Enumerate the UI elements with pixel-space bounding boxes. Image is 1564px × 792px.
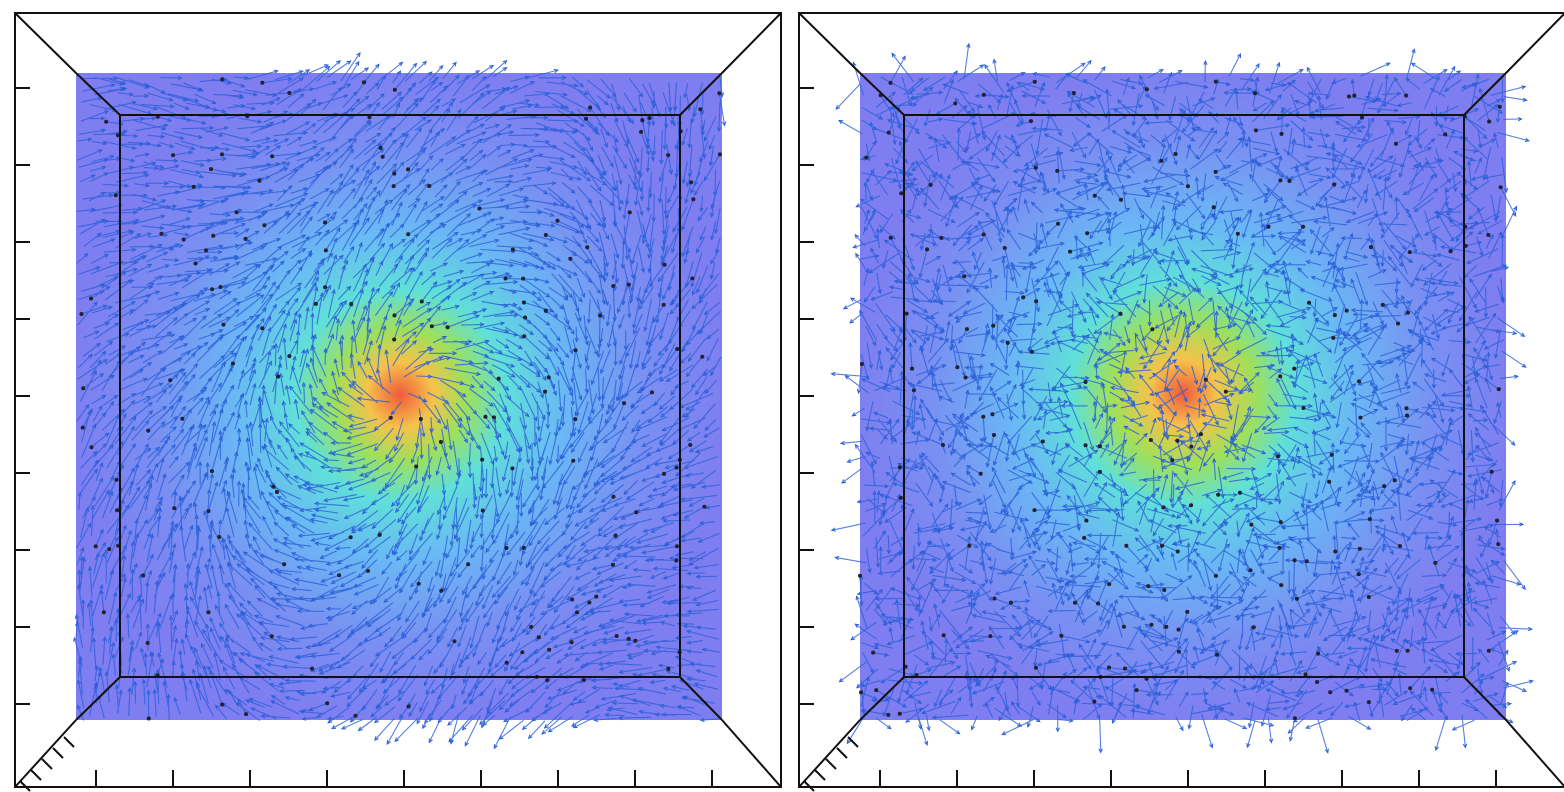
- box-edge: [722, 720, 781, 787]
- field-face: [860, 73, 1506, 720]
- tick: [815, 770, 825, 780]
- box-edge: [1506, 720, 1564, 787]
- box-edge: [15, 720, 76, 787]
- box-edge: [15, 13, 76, 73]
- tick: [837, 748, 847, 758]
- tick: [42, 759, 52, 769]
- panel: [799, 13, 1564, 791]
- tick: [64, 737, 74, 747]
- tick: [31, 770, 41, 780]
- box-edge: [799, 13, 860, 73]
- panels: [15, 13, 1564, 791]
- box-edge: [722, 13, 781, 73]
- box-edge: [799, 720, 860, 787]
- tick: [53, 748, 63, 758]
- tick: [826, 759, 836, 769]
- panel: [15, 13, 781, 791]
- box-edge: [1506, 13, 1564, 73]
